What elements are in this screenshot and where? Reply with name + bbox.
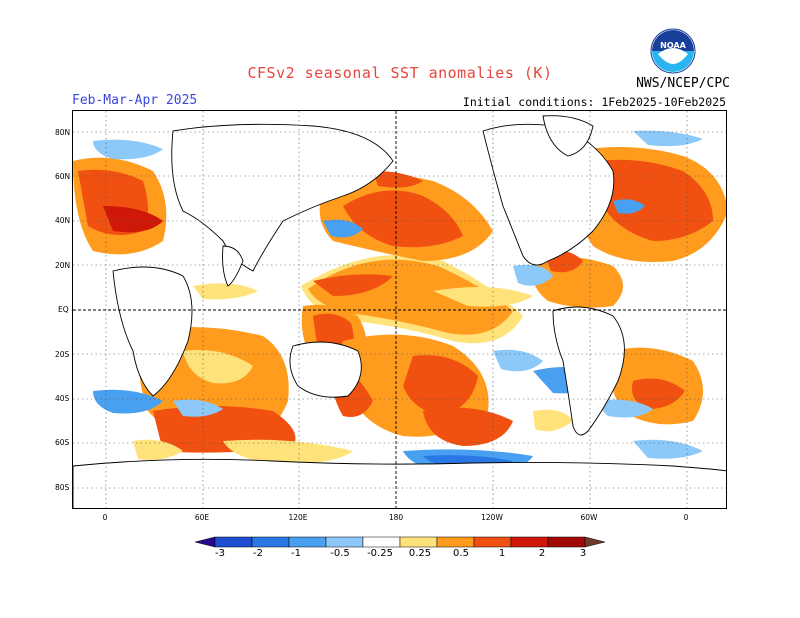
colorbar-label: 0.5: [453, 548, 469, 559]
lat-label-80s: 80S: [55, 483, 70, 492]
colorbar-label: 2: [538, 548, 546, 559]
season-label: Feb-Mar-Apr 2025: [72, 93, 198, 108]
lat-label-eq: EQ: [58, 305, 69, 314]
colorbar-segment: [325, 536, 364, 548]
noaa-logo-text: NOAA: [660, 41, 686, 50]
continents-layer: [73, 115, 726, 508]
colorbar-segment: [214, 536, 253, 548]
colorbar-label: -0.5: [330, 548, 350, 559]
equator-dateline: [73, 111, 726, 508]
map-canvas: [73, 111, 726, 508]
lat-label-40n: 40N: [55, 216, 71, 225]
initial-conditions-label: Initial conditions: 1Feb2025-10Feb2025: [462, 95, 726, 109]
colorbar-segment: [547, 536, 586, 548]
lon-label-180: 180: [388, 513, 404, 522]
agency-label: NWS/NCEP/CPC: [636, 76, 730, 91]
colorbar-label: -3: [215, 548, 225, 559]
colorbar-arrow-low: [194, 536, 216, 548]
colorbar-segment: [436, 536, 475, 548]
warm-anomaly-layer: [73, 147, 726, 464]
colorbar-label: 1: [498, 548, 506, 559]
noaa-logo: NOAA: [650, 28, 696, 74]
lat-label-20n: 20N: [55, 261, 71, 270]
lon-label-60w: 60W: [580, 513, 598, 522]
lon-label-60e: 60E: [194, 513, 210, 522]
colorbar-label: -0.25: [367, 548, 393, 559]
lon-label-0: 0: [102, 513, 108, 522]
lat-label-20s: 20S: [55, 350, 70, 359]
colorbar-segment: [510, 536, 549, 548]
colorbar-segment: [251, 536, 290, 548]
lat-label-60s: 60S: [55, 438, 70, 447]
colorbar-segment: [362, 536, 401, 548]
colorbar-arrow-high: [584, 536, 606, 548]
gridlines: [73, 111, 726, 508]
lon-label-120w: 120W: [481, 513, 503, 522]
lat-label-60n: 60N: [55, 172, 71, 181]
colorbar-segment: [399, 536, 438, 548]
colorbar-label: -1: [291, 548, 301, 559]
lat-label-80n: 80N: [55, 128, 71, 137]
colorbar-label: 3: [579, 548, 587, 559]
colorbar-segments: [194, 536, 606, 548]
colorbar-segment: [473, 536, 512, 548]
lon-label-120e: 120E: [288, 513, 308, 522]
sst-anomaly-map: [72, 110, 727, 509]
colorbar-label: 0.25: [408, 548, 432, 559]
lat-label-40s: 40S: [55, 394, 70, 403]
chart-title: CFSv2 seasonal SST anomalies (K): [247, 64, 553, 82]
colorbar: [194, 536, 606, 548]
colorbar-segment: [288, 536, 327, 548]
lon-label-0-east: 0: [683, 513, 689, 522]
colorbar-label: -2: [253, 548, 263, 559]
